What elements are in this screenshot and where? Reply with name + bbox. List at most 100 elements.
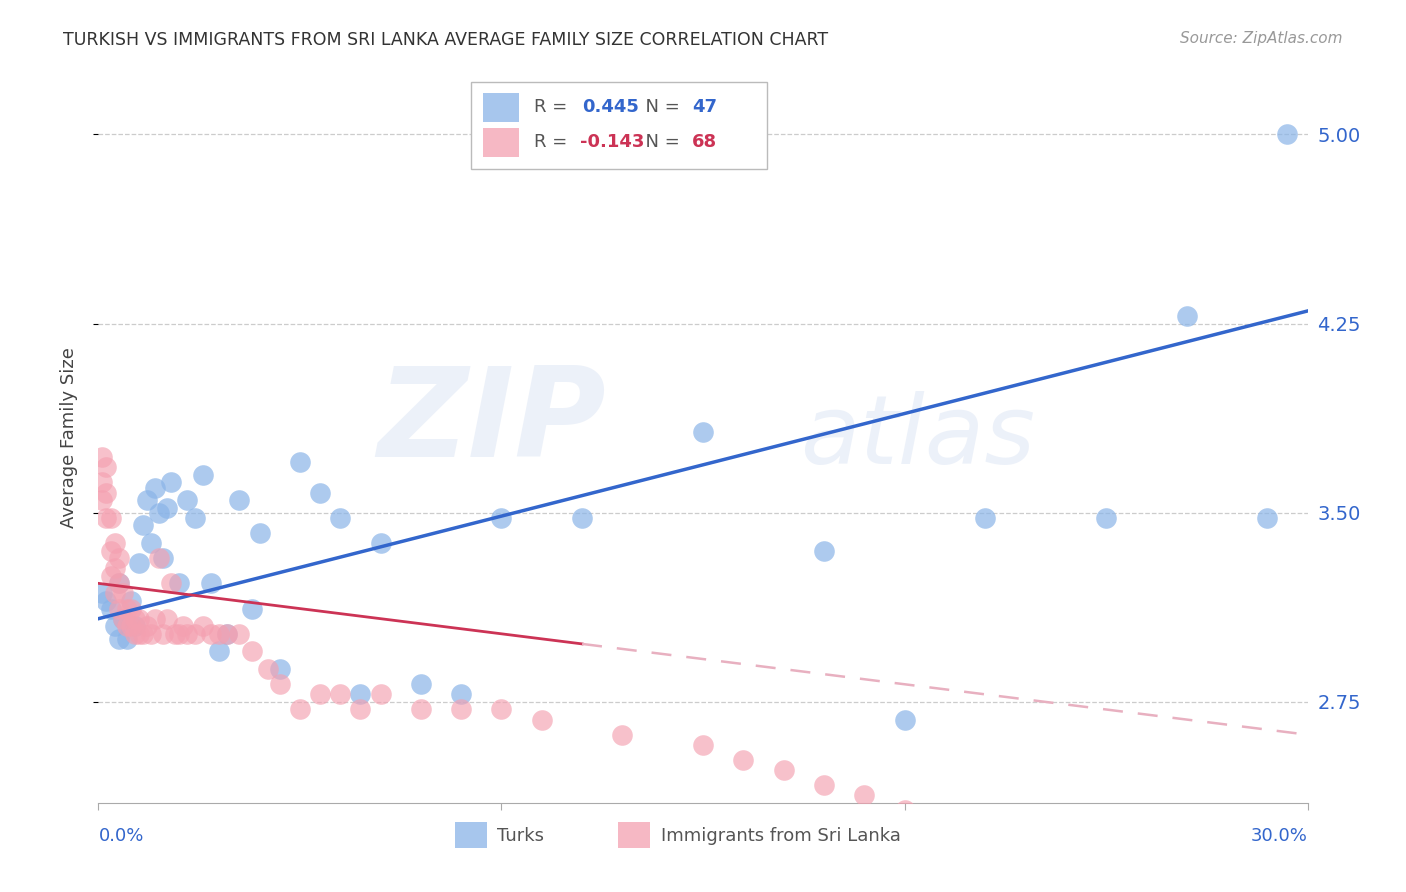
Point <box>193 619 215 633</box>
Point <box>91 475 114 490</box>
Point <box>193 467 215 482</box>
Point <box>208 644 231 658</box>
Point <box>143 481 166 495</box>
Point <box>349 702 371 716</box>
Point <box>450 702 472 716</box>
Point <box>370 536 392 550</box>
Point <box>135 493 157 508</box>
Point <box>934 814 956 828</box>
Point <box>132 627 155 641</box>
Point <box>152 551 174 566</box>
Text: 0.0%: 0.0% <box>98 827 143 845</box>
Point <box>1175 309 1198 323</box>
Point <box>450 687 472 701</box>
Point <box>91 493 114 508</box>
Point <box>1095 510 1118 524</box>
Point <box>692 738 714 752</box>
Point <box>103 536 125 550</box>
Point <box>148 506 170 520</box>
Point <box>571 510 593 524</box>
Point <box>156 612 179 626</box>
Point <box>1277 874 1299 888</box>
Point <box>103 561 125 575</box>
Text: Immigrants from Sri Lanka: Immigrants from Sri Lanka <box>661 827 901 845</box>
Point <box>111 586 134 600</box>
Point <box>853 789 876 803</box>
Text: 0.445: 0.445 <box>582 98 638 116</box>
Text: N =: N = <box>634 98 686 116</box>
Text: 68: 68 <box>692 133 717 152</box>
Point <box>240 644 263 658</box>
Point <box>107 576 129 591</box>
Y-axis label: Average Family Size: Average Family Size <box>59 347 77 527</box>
Point <box>143 612 166 626</box>
Point <box>107 632 129 646</box>
Point <box>813 543 835 558</box>
Point <box>107 576 129 591</box>
Point <box>135 619 157 633</box>
Point <box>124 612 146 626</box>
Point <box>370 687 392 701</box>
Point <box>1054 838 1077 853</box>
Point <box>103 586 125 600</box>
Point <box>269 662 291 676</box>
Point <box>200 576 222 591</box>
Point <box>96 594 118 608</box>
Point <box>184 510 207 524</box>
Text: N =: N = <box>634 133 686 152</box>
Point <box>115 619 138 633</box>
Point <box>349 687 371 701</box>
Point <box>974 510 997 524</box>
Point <box>612 728 634 742</box>
Point <box>124 627 146 641</box>
Text: 30.0%: 30.0% <box>1251 827 1308 845</box>
Point <box>107 601 129 615</box>
Point <box>132 518 155 533</box>
Point <box>128 627 150 641</box>
Point <box>309 485 332 500</box>
Text: 47: 47 <box>692 98 717 116</box>
Point <box>217 627 239 641</box>
Point <box>152 627 174 641</box>
Point <box>228 493 250 508</box>
Point <box>1277 128 1299 142</box>
Point <box>120 594 142 608</box>
Point <box>176 493 198 508</box>
Point <box>329 510 352 524</box>
Point <box>96 460 118 475</box>
Point <box>329 687 352 701</box>
Point <box>772 763 794 777</box>
Text: R =: R = <box>534 133 572 152</box>
Point <box>288 702 311 716</box>
Text: R =: R = <box>534 98 572 116</box>
Point <box>160 475 183 490</box>
Point <box>91 450 114 465</box>
Text: ZIP: ZIP <box>378 362 606 483</box>
Point <box>139 536 162 550</box>
Text: atlas: atlas <box>800 391 1035 483</box>
Point <box>240 601 263 615</box>
Point <box>120 619 142 633</box>
Point <box>115 632 138 646</box>
Text: Turks: Turks <box>498 827 544 845</box>
Point <box>111 612 134 626</box>
Point <box>167 576 190 591</box>
Point <box>530 713 553 727</box>
Point <box>172 619 194 633</box>
Point <box>115 601 138 615</box>
Point <box>111 612 134 626</box>
Point <box>148 551 170 566</box>
Point <box>163 627 186 641</box>
FancyBboxPatch shape <box>456 822 486 848</box>
Point <box>249 525 271 540</box>
Point <box>100 543 122 558</box>
Point <box>103 619 125 633</box>
Point <box>409 702 432 716</box>
Point <box>288 455 311 469</box>
Point <box>217 627 239 641</box>
Text: Source: ZipAtlas.com: Source: ZipAtlas.com <box>1180 31 1343 46</box>
Point <box>96 485 118 500</box>
Point <box>893 803 915 817</box>
Point <box>160 576 183 591</box>
Point <box>228 627 250 641</box>
